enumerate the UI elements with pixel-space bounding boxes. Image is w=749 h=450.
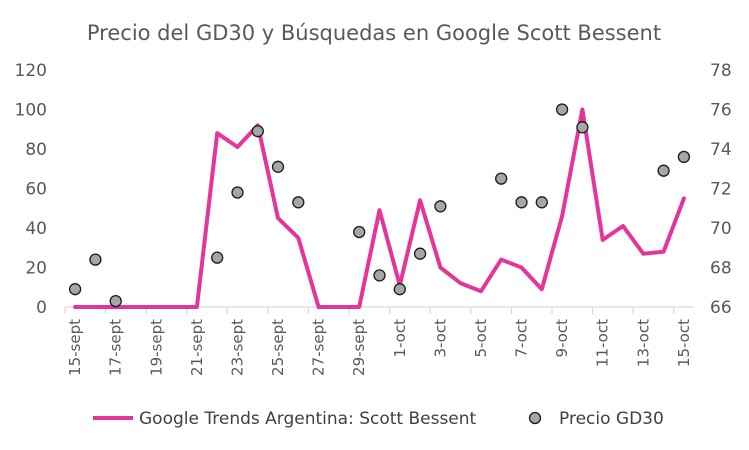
right-axis-tick-label: 70 — [710, 219, 732, 239]
x-axis-tick-label: 1-oct — [391, 319, 409, 358]
x-axis-tick-label: 13-oct — [634, 319, 652, 367]
gd30-point — [535, 196, 548, 209]
left-axis-tick-label: 0 — [36, 298, 47, 318]
gd30-point — [677, 150, 691, 164]
x-axis-tick-label: 3-oct — [431, 319, 449, 358]
right-axis-tick-label: 68 — [710, 259, 732, 279]
left-axis-tick-label: 80 — [25, 140, 47, 160]
gd30-point — [515, 196, 528, 209]
legend: Google Trends Argentina: Scott Bessent P… — [93, 409, 664, 429]
chart-title: Precio del GD30 y Búsquedas en Google Sc… — [87, 21, 661, 45]
gd30-point — [68, 283, 82, 296]
gd30-point — [231, 186, 244, 199]
gd30-point — [373, 269, 386, 282]
x-axis-tick-label: 19-sept — [147, 319, 165, 376]
gd30-point — [393, 283, 406, 296]
legend-label-trends: Google Trends Argentina: Scott Bessent — [139, 409, 477, 429]
gd30-point — [109, 294, 122, 308]
gd30-point — [251, 125, 264, 138]
gd30-point — [495, 172, 508, 185]
right-axis-tick-label: 72 — [710, 180, 732, 200]
gd30-point — [271, 160, 285, 173]
right-axis-tick-label: 74 — [710, 140, 732, 160]
left-axis-ticks: 0 20 40 60 80 100 120 — [15, 61, 47, 318]
x-axis-tick-label: 21-sept — [188, 319, 206, 376]
left-axis-tick-label: 40 — [25, 219, 47, 239]
gd30-point — [89, 253, 102, 266]
x-axis-tick-label: 11-oct — [594, 319, 612, 367]
gd30-point — [413, 247, 427, 260]
gd30-point — [292, 196, 305, 209]
right-axis-ticks: 66 68 70 72 74 76 78 — [710, 61, 732, 318]
left-axis-tick-label: 100 — [15, 101, 47, 121]
x-axis-tick-label: 27-sept — [310, 319, 328, 376]
series-precio-gd30 — [68, 103, 691, 308]
gd30-point — [434, 200, 447, 213]
right-axis-tick-label: 78 — [710, 61, 732, 81]
x-axis-tick-label: 7-oct — [513, 319, 531, 358]
gd30-point — [657, 164, 670, 177]
legend-marker-swatch — [528, 411, 542, 425]
x-axis-tick-label: 17-sept — [107, 319, 125, 376]
right-axis-tick-label: 76 — [710, 101, 732, 121]
x-axis-tick-label: 23-sept — [228, 319, 246, 376]
x-axis-tick-label: 29-sept — [350, 319, 368, 376]
left-axis-tick-label: 60 — [25, 180, 47, 200]
x-axis-tick-label: 25-sept — [269, 319, 287, 376]
legend-label-gd30: Precio GD30 — [559, 409, 664, 429]
gd30-point — [211, 251, 224, 264]
x-axis-tick-label: 9-oct — [553, 319, 571, 358]
gd30-point — [353, 225, 366, 239]
x-axis-tick-label: 15-sept — [66, 319, 84, 376]
series-google-trends — [73, 107, 686, 309]
x-axis-ticks: 15-sept 17-sept 19-sept 21-sept 23-sept 25-se… — [66, 319, 693, 376]
trends-line — [73, 107, 686, 309]
left-axis-tick-label: 120 — [15, 61, 47, 81]
gd30-point — [576, 121, 589, 134]
right-axis-tick-label: 66 — [710, 298, 732, 318]
x-axis-tick-label: 15-oct — [675, 319, 693, 367]
left-axis-tick-label: 20 — [25, 259, 47, 279]
gd30-point — [555, 103, 569, 116]
x-axis-tick-label: 5-oct — [472, 319, 490, 358]
